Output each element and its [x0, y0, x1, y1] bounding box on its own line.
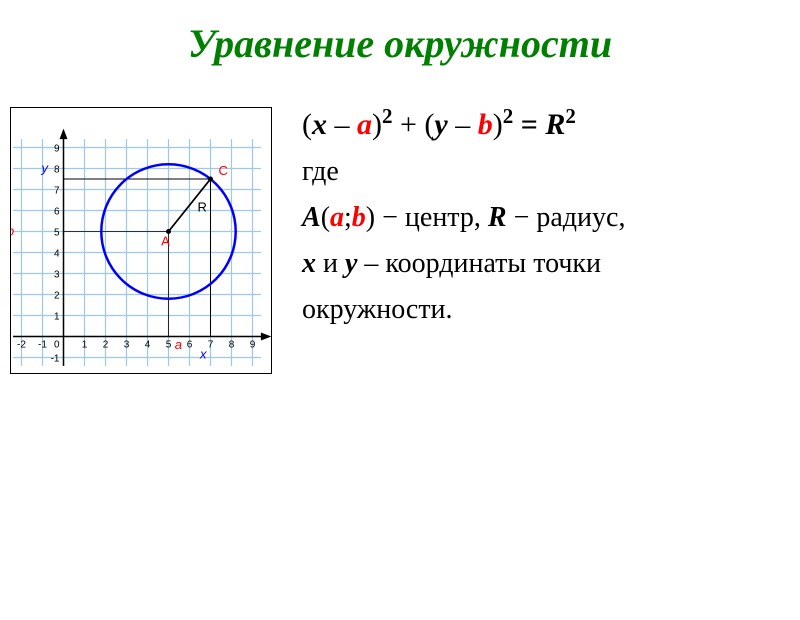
svg-text:-1: -1 [51, 354, 60, 365]
svg-text:4: 4 [145, 340, 151, 351]
svg-text:7: 7 [54, 186, 60, 197]
svg-text:x: x [199, 347, 207, 362]
equation-line: (x – а)2 + (у – b)2 = R2 [302, 101, 625, 147]
svg-text:0: 0 [54, 340, 60, 351]
svg-text:1: 1 [54, 312, 60, 323]
svg-text:7: 7 [208, 340, 214, 351]
svg-text:9: 9 [54, 144, 60, 155]
coords-line-2: окружности. [302, 289, 625, 331]
coordinate-diagram: -2-1123456789-11234567890ACRxyab [11, 108, 271, 368]
svg-text:2: 2 [103, 340, 109, 351]
text-column: (x – а)2 + (у – b)2 = R2 где А(а;b) − це… [272, 97, 625, 335]
where-line: где [302, 151, 625, 193]
svg-text:C: C [219, 163, 228, 178]
svg-text:R: R [198, 199, 207, 214]
svg-text:-1: -1 [38, 340, 47, 351]
content-row: -2-1123456789-11234567890ACRxyab (x – а)… [0, 97, 800, 374]
svg-text:6: 6 [187, 340, 193, 351]
svg-text:-2: -2 [17, 340, 26, 351]
svg-text:3: 3 [124, 340, 130, 351]
svg-text:b: b [11, 224, 14, 239]
svg-text:5: 5 [54, 228, 60, 239]
svg-text:8: 8 [229, 340, 235, 351]
svg-text:9: 9 [250, 340, 256, 351]
svg-text:6: 6 [54, 207, 60, 218]
svg-text:4: 4 [54, 249, 60, 260]
page-title: Уравнение окружности [0, 20, 800, 67]
diagram-container: -2-1123456789-11234567890ACRxyab [10, 107, 272, 374]
svg-text:a: a [175, 337, 182, 352]
svg-text:5: 5 [166, 340, 172, 351]
svg-text:2: 2 [54, 291, 60, 302]
svg-text:3: 3 [54, 270, 60, 281]
svg-text:A: A [161, 234, 170, 249]
svg-text:1: 1 [82, 340, 88, 351]
svg-text:8: 8 [54, 165, 60, 176]
center-radius-line: А(а;b) − центр, R − радиус, [302, 197, 625, 239]
coords-line-1: x и у – координаты точки [302, 243, 625, 285]
